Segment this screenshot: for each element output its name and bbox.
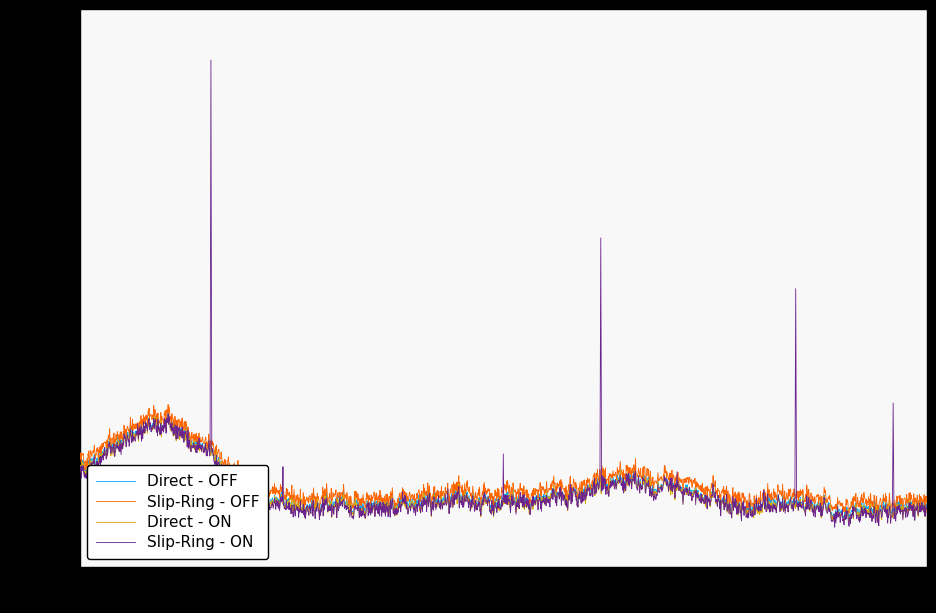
Direct - ON <box>487 500 498 507</box>
Slip-Ring - OFF <box>885 509 897 517</box>
Direct - ON <box>74 465 85 473</box>
Direct - ON <box>741 506 753 513</box>
Slip-Ring - OFF <box>741 497 753 504</box>
Slip-Ring - ON <box>74 468 85 476</box>
Direct - ON <box>839 519 850 527</box>
Slip-Ring - ON <box>205 56 216 64</box>
Slip-Ring - OFF <box>487 489 498 497</box>
Direct - OFF <box>898 511 909 519</box>
Slip-Ring - ON <box>921 504 932 512</box>
Slip-Ring - ON <box>741 511 753 519</box>
Direct - OFF <box>487 497 498 504</box>
Direct - OFF <box>839 517 850 524</box>
Slip-Ring - OFF <box>921 498 932 505</box>
Direct - ON <box>163 410 174 417</box>
Slip-Ring - ON <box>897 509 908 516</box>
Line: Direct - OFF: Direct - OFF <box>80 413 927 520</box>
Legend: Direct - OFF, Slip-Ring - OFF, Direct - ON, Slip-Ring - ON: Direct - OFF, Slip-Ring - OFF, Direct - … <box>87 465 269 560</box>
Direct - OFF <box>921 505 932 512</box>
Direct - OFF <box>117 441 128 448</box>
Direct - OFF <box>163 409 174 416</box>
Direct - OFF <box>897 505 908 512</box>
Slip-Ring - OFF <box>898 505 909 512</box>
Line: Direct - ON: Direct - ON <box>80 414 927 523</box>
Direct - OFF <box>464 497 475 504</box>
Direct - ON <box>898 515 909 522</box>
Slip-Ring - OFF <box>74 457 85 464</box>
Slip-Ring - OFF <box>117 434 128 441</box>
Slip-Ring - ON <box>487 497 498 504</box>
Direct - OFF <box>74 462 85 470</box>
Direct - ON <box>464 500 475 507</box>
Line: Slip-Ring - ON: Slip-Ring - ON <box>80 60 927 527</box>
Direct - ON <box>117 443 128 451</box>
Direct - ON <box>921 508 932 516</box>
Line: Slip-Ring - OFF: Slip-Ring - OFF <box>80 405 927 513</box>
Slip-Ring - OFF <box>897 498 908 505</box>
Direct - OFF <box>741 504 753 512</box>
Slip-Ring - ON <box>898 516 909 524</box>
Slip-Ring - OFF <box>464 484 475 492</box>
Direct - ON <box>897 508 908 516</box>
Slip-Ring - OFF <box>163 401 174 408</box>
Slip-Ring - ON <box>829 524 841 531</box>
Slip-Ring - ON <box>464 498 475 505</box>
Slip-Ring - ON <box>117 445 128 452</box>
